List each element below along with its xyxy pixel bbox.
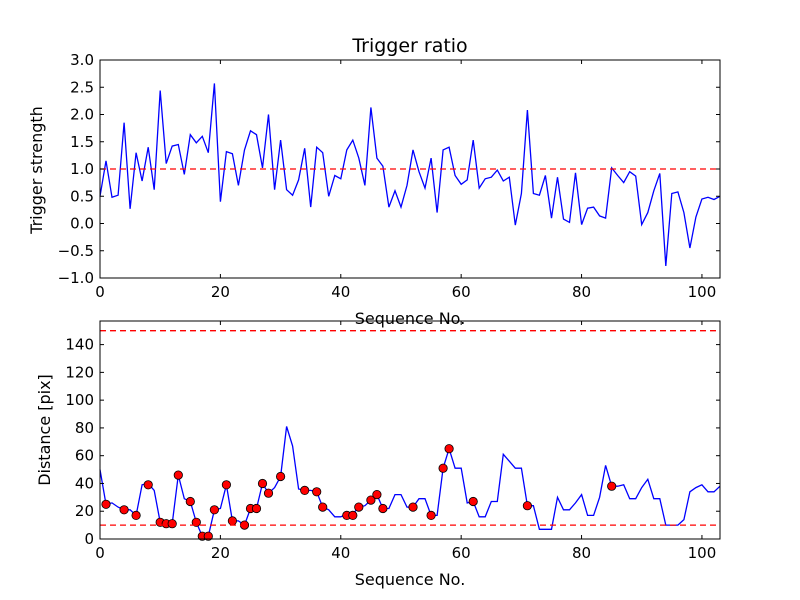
flagged-point bbox=[191, 517, 201, 527]
y-tick-label: −1.0 bbox=[58, 269, 94, 287]
x-axis-label: Sequence No. bbox=[355, 309, 466, 328]
y-axis-label: Distance [pix] bbox=[35, 374, 54, 486]
x-tick-label: 20 bbox=[211, 544, 230, 562]
flagged-point bbox=[119, 505, 129, 515]
y-tick-label: 1.5 bbox=[70, 133, 94, 151]
y-tick-label: 0.5 bbox=[70, 187, 94, 205]
y-axis-label: Trigger strength bbox=[27, 106, 46, 235]
flagged-point bbox=[372, 489, 382, 500]
flagged-point bbox=[251, 503, 262, 514]
flagged-point bbox=[607, 481, 617, 491]
flagged-point bbox=[438, 463, 448, 473]
y-tick-label: 140 bbox=[65, 336, 94, 354]
flagged-point bbox=[522, 501, 533, 511]
y-tick-label: 60 bbox=[75, 447, 94, 465]
y-tick-label: 40 bbox=[75, 474, 94, 492]
flagged-point bbox=[227, 516, 237, 526]
flagged-point bbox=[426, 510, 436, 521]
flagged-point bbox=[444, 444, 454, 454]
plot-area: 0 20 40 60 80 100 0 20 40 60 80 100 120 140 bbox=[65, 320, 721, 562]
flagged-point bbox=[468, 496, 478, 507]
flagged-point bbox=[185, 496, 195, 507]
y-tick-label: 0.0 bbox=[70, 215, 94, 233]
x-tick-label: 40 bbox=[331, 283, 350, 301]
flagged-point bbox=[257, 478, 268, 489]
flagged-point bbox=[354, 502, 364, 512]
plot-area: 0 20 40 60 80 100 −1.0 −0.5 0.0 0.5 1.0 1.5 2.0 2.5 3.… bbox=[58, 51, 721, 301]
y-tick-label: 2.5 bbox=[70, 78, 94, 96]
y-tick-label: 100 bbox=[65, 391, 94, 409]
x-tick-label: 80 bbox=[572, 544, 591, 562]
flagged-point bbox=[263, 488, 274, 498]
flagged-point bbox=[143, 480, 153, 490]
y-tick-label: 3.0 bbox=[70, 51, 94, 69]
x-axis-label: Sequence No. bbox=[355, 570, 466, 589]
flagged-point bbox=[312, 487, 322, 497]
flagged-point bbox=[209, 505, 219, 515]
flagged-point bbox=[221, 480, 231, 490]
x-tick-label: 100 bbox=[688, 283, 717, 301]
flagged-point bbox=[101, 499, 111, 509]
y-tick-label: 2.0 bbox=[70, 106, 94, 124]
flagged-point bbox=[203, 531, 213, 541]
trigger-ratio-chart: Trigger ratio 0 20 40 60 80 100 −1.0 −0.5 0.0 0.5… bbox=[27, 35, 721, 328]
flagged-point bbox=[173, 470, 183, 480]
x-tick-label: 40 bbox=[331, 544, 350, 562]
x-tick-label: 60 bbox=[452, 283, 471, 301]
x-tick-label: 0 bbox=[95, 544, 105, 562]
flagged-point bbox=[408, 502, 418, 512]
y-tick-label: 80 bbox=[75, 419, 94, 437]
flagged-point bbox=[366, 495, 376, 505]
flagged-point bbox=[378, 503, 388, 514]
x-tick-label: 0 bbox=[95, 283, 105, 301]
y-tick-label: 20 bbox=[75, 502, 94, 520]
x-tick-label: 20 bbox=[211, 283, 230, 301]
distance-chart: 0 20 40 60 80 100 0 20 40 60 80 100 120 140 Sequence … bbox=[35, 320, 721, 589]
y-tick-label: −0.5 bbox=[58, 242, 94, 260]
flagged-point bbox=[275, 471, 286, 482]
flagged-point bbox=[167, 519, 177, 529]
chart-title: Trigger ratio bbox=[351, 35, 467, 57]
y-tick-label: 1.0 bbox=[70, 160, 94, 178]
flagged-point bbox=[318, 502, 328, 512]
x-tick-label: 80 bbox=[572, 283, 591, 301]
y-tick-label: 120 bbox=[65, 363, 94, 381]
flagged-point bbox=[300, 485, 310, 495]
flagged-point bbox=[348, 510, 358, 521]
flagged-point bbox=[131, 510, 141, 521]
x-tick-label: 100 bbox=[688, 544, 717, 562]
axes-frame bbox=[99, 320, 721, 540]
x-tick-label: 60 bbox=[452, 544, 471, 562]
series-line bbox=[99, 83, 721, 267]
y-tick-label: 0 bbox=[84, 530, 94, 548]
